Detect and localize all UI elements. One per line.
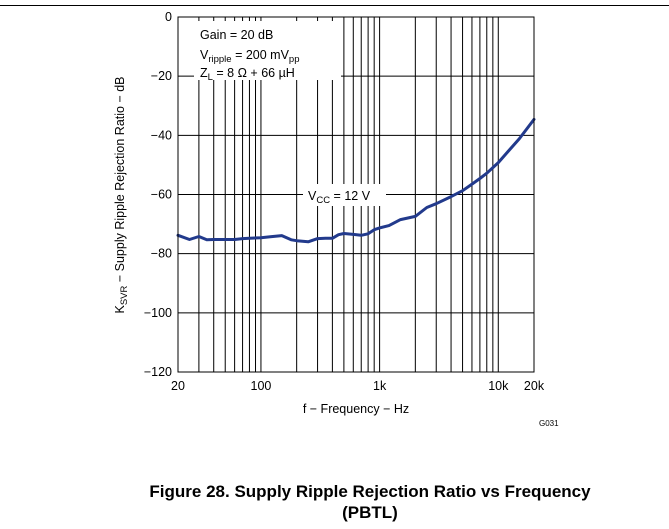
figure-caption-line1: Figure 28. Supply Ripple Rejection Ratio… [149,482,591,501]
y-tick-label: −100 [144,306,172,320]
y-axis-label: KSVR − Supply Ripple Rejection Ratio − d… [113,76,130,313]
plot-frame [177,16,535,373]
top-rule [0,5,669,6]
vcc-annotation-box [303,184,386,206]
y-tick-labels: 0 −20 −40 −60 −80 −100 −120 [144,10,172,379]
x-axis-label: f − Frequency − Hz [303,402,409,416]
x-tick-label: 20k [524,379,545,393]
settings-annotation-box [194,21,341,80]
y-tick-label: −120 [144,365,172,379]
y-tick-label: −80 [151,247,172,261]
x-tick-labels: 20 100 1k 10k 20k [171,379,545,393]
figure-caption: Figure 28. Supply Ripple Rejection Ratio… [0,481,669,523]
vcc-12v-curve [176,117,536,244]
y-tick-label: −60 [151,188,172,202]
gain-annotation: Gain = 20 dB [200,28,273,42]
x-tick-label: 20 [171,379,185,393]
x-tick-label: 100 [251,379,272,393]
y-tick-label: −20 [151,69,172,83]
y-tick-label: −40 [151,128,172,142]
y-tick-label: 0 [165,10,172,24]
vripple-annotation: Vripple = 200 mVpp [200,48,300,65]
figure-caption-line2: (PBTL) [342,503,398,522]
graph-code: G031 [539,419,559,428]
zl-annotation: ZL = 8 Ω + 66 µH [200,66,295,83]
x-tick-label: 1k [373,379,387,393]
x-tick-label: 10k [488,379,509,393]
vcc-annotation: VCC = 12 V [308,189,371,206]
